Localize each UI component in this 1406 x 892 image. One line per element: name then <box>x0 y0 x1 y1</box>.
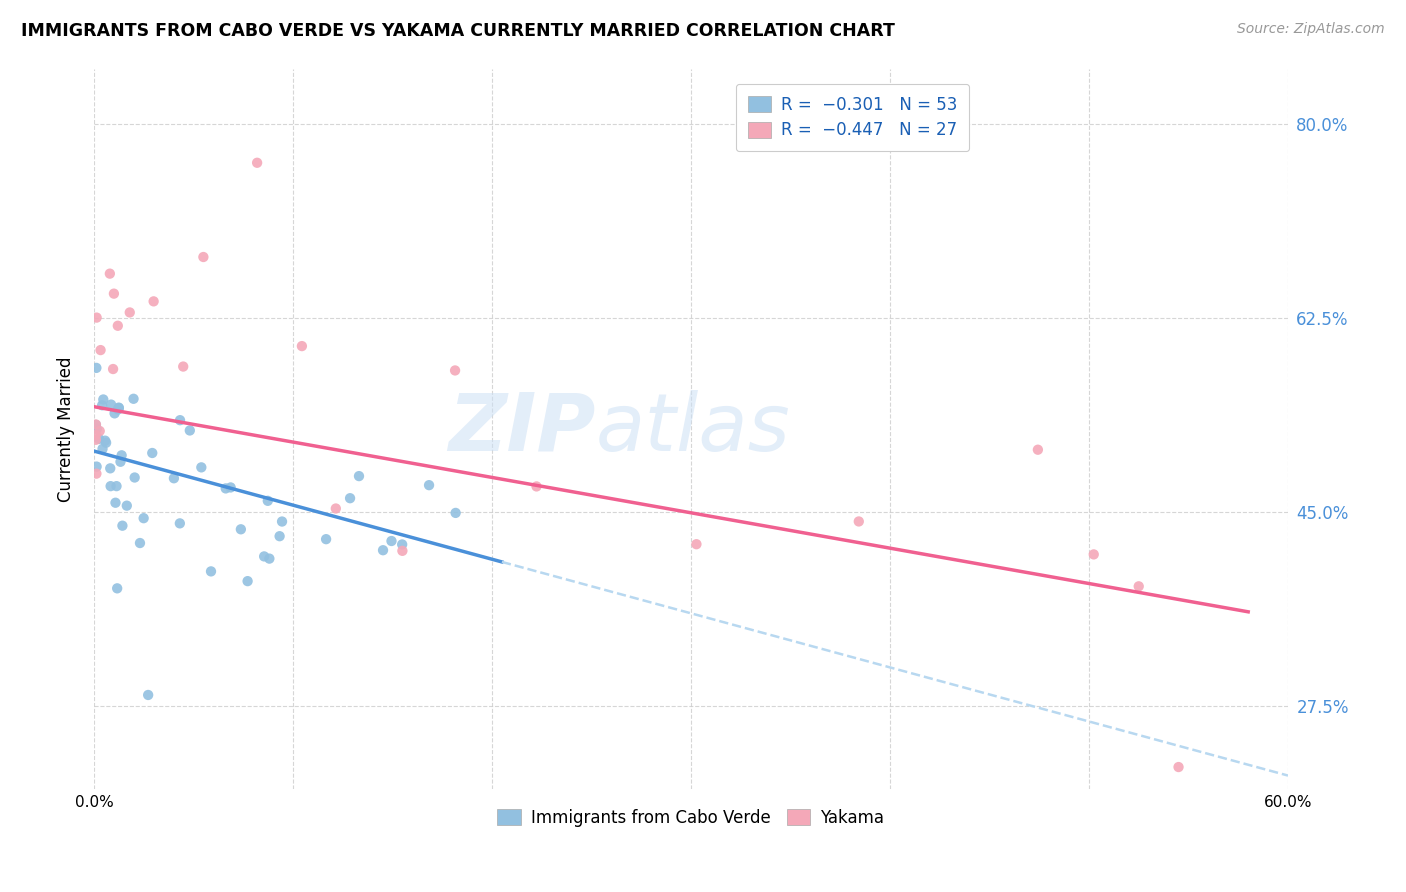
Point <box>246 155 269 169</box>
Point <box>86 422 108 436</box>
Point <box>371 543 394 558</box>
Point <box>98 461 121 475</box>
Point <box>1167 760 1189 774</box>
Point <box>179 424 201 438</box>
Point <box>111 448 134 462</box>
Text: atlas: atlas <box>595 390 790 468</box>
Point <box>163 471 186 485</box>
Point <box>1083 548 1105 562</box>
Point <box>101 362 124 376</box>
Point <box>111 518 134 533</box>
Point <box>418 478 440 492</box>
Point <box>86 310 108 325</box>
Point <box>107 401 129 415</box>
Point <box>110 455 132 469</box>
Point <box>124 470 146 484</box>
Point <box>107 402 129 417</box>
Point <box>108 401 131 415</box>
Point <box>86 459 108 474</box>
Point <box>339 491 361 506</box>
Point <box>444 363 467 377</box>
Point <box>193 250 215 264</box>
Legend: Immigrants from Cabo Verde, Yakama: Immigrants from Cabo Verde, Yakama <box>489 800 893 835</box>
Point <box>94 435 117 450</box>
Point <box>253 549 276 564</box>
Point <box>259 551 281 566</box>
Point <box>84 417 107 432</box>
Point <box>391 537 413 551</box>
Point <box>115 499 138 513</box>
Point <box>104 406 127 420</box>
Point <box>391 544 413 558</box>
Point <box>190 460 212 475</box>
Point <box>118 305 141 319</box>
Point <box>141 446 163 460</box>
Point <box>98 267 121 281</box>
Point <box>172 359 194 374</box>
Point <box>1026 442 1049 457</box>
Point <box>142 294 165 309</box>
Point <box>91 398 114 412</box>
Point <box>136 688 159 702</box>
Point <box>84 433 107 447</box>
Point <box>100 479 122 493</box>
Point <box>215 482 238 496</box>
Point <box>129 536 152 550</box>
Point <box>256 493 278 508</box>
Point <box>169 516 191 531</box>
Point <box>91 442 114 456</box>
Point <box>84 428 107 442</box>
Point <box>90 343 112 357</box>
Point <box>219 480 242 494</box>
Point <box>444 506 467 520</box>
Point <box>89 424 111 438</box>
Point <box>200 565 222 579</box>
Point <box>271 515 294 529</box>
Point <box>1128 579 1150 593</box>
Point <box>526 479 548 493</box>
Text: IMMIGRANTS FROM CABO VERDE VS YAKAMA CURRENTLY MARRIED CORRELATION CHART: IMMIGRANTS FROM CABO VERDE VS YAKAMA CUR… <box>21 22 896 40</box>
Y-axis label: Currently Married: Currently Married <box>58 356 75 501</box>
Point <box>86 467 108 481</box>
Point <box>169 413 191 427</box>
Point <box>380 534 402 549</box>
Point <box>84 417 107 432</box>
Point <box>86 360 108 375</box>
Text: ZIP: ZIP <box>449 390 595 468</box>
Point <box>100 398 122 412</box>
Point <box>91 392 114 407</box>
Point <box>315 532 337 546</box>
Point <box>122 392 145 406</box>
Point <box>104 496 127 510</box>
Point <box>107 318 129 333</box>
Point <box>236 574 259 589</box>
Point <box>848 515 870 529</box>
Point <box>347 469 370 483</box>
Point <box>87 432 110 446</box>
Point <box>103 286 125 301</box>
Point <box>105 582 128 596</box>
Point <box>229 522 252 536</box>
Point <box>105 479 128 493</box>
Point <box>269 529 291 543</box>
Point <box>291 339 314 353</box>
Point <box>94 434 117 448</box>
Text: Source: ZipAtlas.com: Source: ZipAtlas.com <box>1237 22 1385 37</box>
Point <box>685 537 707 551</box>
Point <box>325 501 347 516</box>
Point <box>132 511 155 525</box>
